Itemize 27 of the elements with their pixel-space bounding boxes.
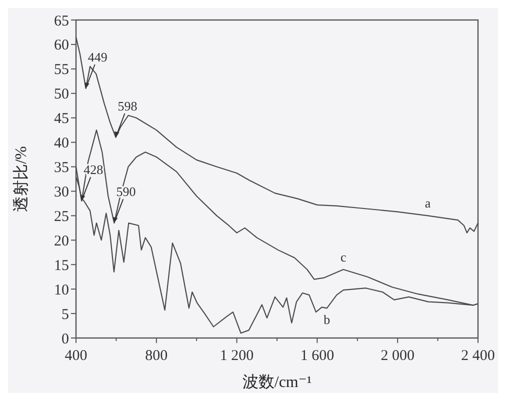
y-tick-label: 65 bbox=[54, 13, 69, 30]
x-tick-label: 1 200 bbox=[220, 348, 254, 364]
x-tick-label: 2 000 bbox=[380, 348, 414, 364]
y-tick-label: 5 bbox=[62, 306, 69, 323]
y-tick-label: 50 bbox=[54, 86, 69, 103]
y-tick-label: 20 bbox=[54, 233, 69, 250]
y-tick-label: 15 bbox=[54, 258, 69, 274]
y-tick-label: 10 bbox=[54, 282, 69, 298]
y-tick-label: 25 bbox=[54, 208, 69, 225]
y-axis-title: 透射比/% bbox=[12, 146, 30, 212]
series-label: c bbox=[340, 250, 346, 265]
y-tick-label: 0 bbox=[62, 331, 69, 348]
x-tick-label: 400 bbox=[64, 348, 88, 364]
y-tick-label: 30 bbox=[54, 184, 69, 200]
y-tick-label: 60 bbox=[54, 38, 69, 54]
y-tick-label: 35 bbox=[54, 160, 69, 176]
series-label: b bbox=[324, 312, 330, 328]
x-tick-label: 800 bbox=[145, 348, 168, 364]
x-tick-label: 2 400 bbox=[461, 348, 495, 364]
y-tick-label: 55 bbox=[54, 62, 69, 78]
annotation: 449 bbox=[88, 49, 108, 64]
series-label: a bbox=[424, 196, 431, 211]
y-tick-label: 40 bbox=[54, 136, 69, 152]
x-tick-label: 1 600 bbox=[300, 348, 334, 364]
annotation: 598 bbox=[118, 98, 138, 114]
y-tick-label: 45 bbox=[54, 111, 69, 128]
x-axis-title: 波数/cm⁻¹ bbox=[242, 373, 312, 391]
